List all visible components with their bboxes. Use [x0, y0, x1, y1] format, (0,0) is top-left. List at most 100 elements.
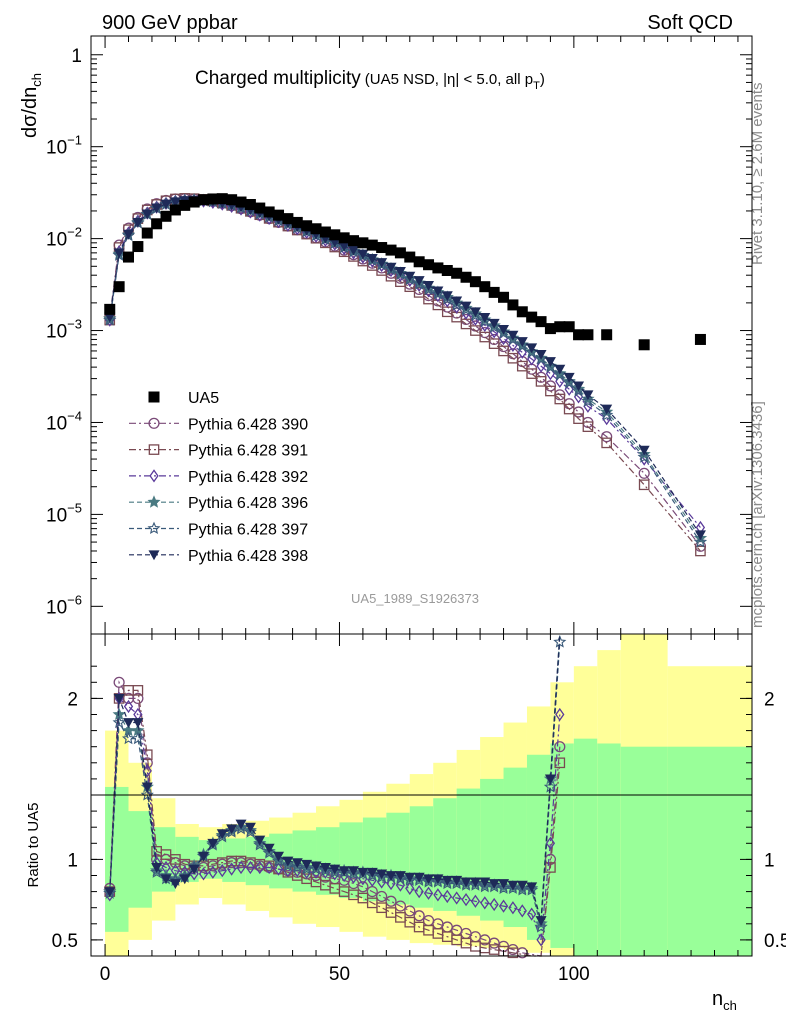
y-tick-label: 10−6 — [46, 592, 82, 618]
data-point — [216, 193, 228, 205]
data-point — [488, 318, 500, 329]
legend-entry: Pythia 6.428 396 — [129, 495, 308, 512]
ratio-point — [385, 895, 397, 907]
data-point — [694, 333, 706, 345]
ratio-point — [254, 835, 266, 846]
data-point — [235, 196, 247, 208]
data-point — [423, 259, 435, 271]
legend-label: Pythia 6.428 390 — [188, 416, 308, 433]
rivet-label: Rivet 3.1.10, ≥ 2.6M events — [749, 83, 766, 266]
ratio-point — [393, 871, 407, 885]
data-point — [198, 194, 210, 206]
data-point — [357, 249, 369, 260]
data-point — [479, 281, 491, 293]
ratio-y-tick-label-right: 2 — [764, 689, 775, 710]
ratio-line — [109, 689, 561, 957]
data-point — [535, 376, 547, 387]
ratio-point — [452, 891, 462, 905]
data-point — [573, 413, 584, 424]
data-point — [488, 338, 500, 349]
ratio-point — [348, 866, 360, 877]
ratio-point — [451, 875, 463, 886]
data-point — [151, 218, 163, 230]
data-point — [600, 408, 614, 421]
ratio-point — [555, 707, 565, 722]
legend-label: Pythia 6.428 396 — [188, 495, 308, 512]
data-point — [441, 264, 453, 276]
x-axis-title: nch — [712, 988, 737, 1013]
ratio-point — [113, 694, 125, 704]
data-point — [536, 359, 546, 373]
data-point — [440, 292, 454, 305]
data-point — [601, 431, 613, 443]
band-inner — [386, 812, 410, 905]
legend-entry: Pythia 6.428 397 — [129, 522, 308, 539]
ratio-point — [112, 715, 126, 729]
ratio-point — [376, 890, 388, 903]
data-point — [376, 242, 388, 254]
plot-title: Charged multiplicity (UA5 NSD, |η| < 5.0,… — [195, 68, 545, 92]
ratio-point — [527, 907, 537, 921]
ratio-point — [131, 731, 145, 745]
ratio-point — [432, 874, 444, 885]
data-point — [132, 241, 144, 253]
data-point — [554, 364, 566, 375]
ratio-point — [460, 877, 472, 888]
ratio-point — [226, 862, 237, 876]
ratio-point — [507, 947, 519, 959]
ratio-point — [319, 863, 331, 873]
ratio-point — [545, 862, 556, 873]
ratio-point — [141, 749, 153, 761]
ratio-y-tick-label-right: 0.5 — [764, 931, 786, 952]
data-point — [404, 271, 416, 282]
data-point — [104, 312, 116, 323]
data-point — [572, 406, 585, 418]
data-point — [413, 287, 425, 298]
data-point — [160, 199, 172, 210]
data-point — [601, 404, 613, 415]
data-point — [104, 303, 116, 315]
legend-entry: Pythia 6.428 398 — [129, 548, 308, 565]
ratio-y-tick-label-right: 1 — [764, 850, 775, 871]
data-point — [385, 244, 397, 256]
data-point — [573, 329, 585, 341]
data-point — [544, 323, 556, 335]
legend-marker — [147, 495, 161, 508]
ratio-point — [215, 829, 229, 843]
data-point — [582, 329, 594, 341]
ratio-point — [544, 774, 556, 785]
ratio-point — [394, 900, 407, 912]
data-point — [535, 316, 547, 328]
band-inner — [316, 827, 340, 895]
legend-entry: UA5 — [148, 390, 219, 407]
data-point — [366, 253, 378, 264]
header-right: Soft QCD — [647, 12, 733, 34]
y-tick-label: 10−3 — [46, 317, 82, 343]
ratio-point — [535, 916, 547, 927]
ratio-point — [433, 888, 443, 902]
plot-title-close: ) — [540, 71, 545, 88]
ratio-point — [480, 896, 490, 910]
ratio-point — [179, 874, 191, 885]
ratio-y-tick-label-left: 0.5 — [52, 931, 78, 952]
ratio-point — [554, 741, 566, 753]
ratio-point — [450, 876, 464, 890]
ratio-point — [282, 856, 294, 867]
ratio-point — [470, 894, 481, 908]
legend-marker — [147, 521, 161, 535]
series-pythia-6-428-396 — [103, 193, 708, 544]
main-plot-area — [103, 193, 708, 557]
data-point — [113, 248, 125, 259]
ratio-point — [160, 874, 172, 885]
ratio-point — [508, 901, 518, 915]
data-point — [638, 467, 650, 479]
ratio-point — [488, 879, 500, 890]
data-point — [638, 339, 650, 351]
data-point — [506, 332, 520, 346]
legend: UA5 Pythia 6.428 390 Pythia 6.428 391 Pythi… — [129, 390, 308, 565]
ratio-y-tick-label-left: 1 — [67, 850, 78, 871]
ratio-point — [255, 860, 265, 875]
band-inner — [597, 743, 621, 956]
data-point — [526, 343, 538, 354]
